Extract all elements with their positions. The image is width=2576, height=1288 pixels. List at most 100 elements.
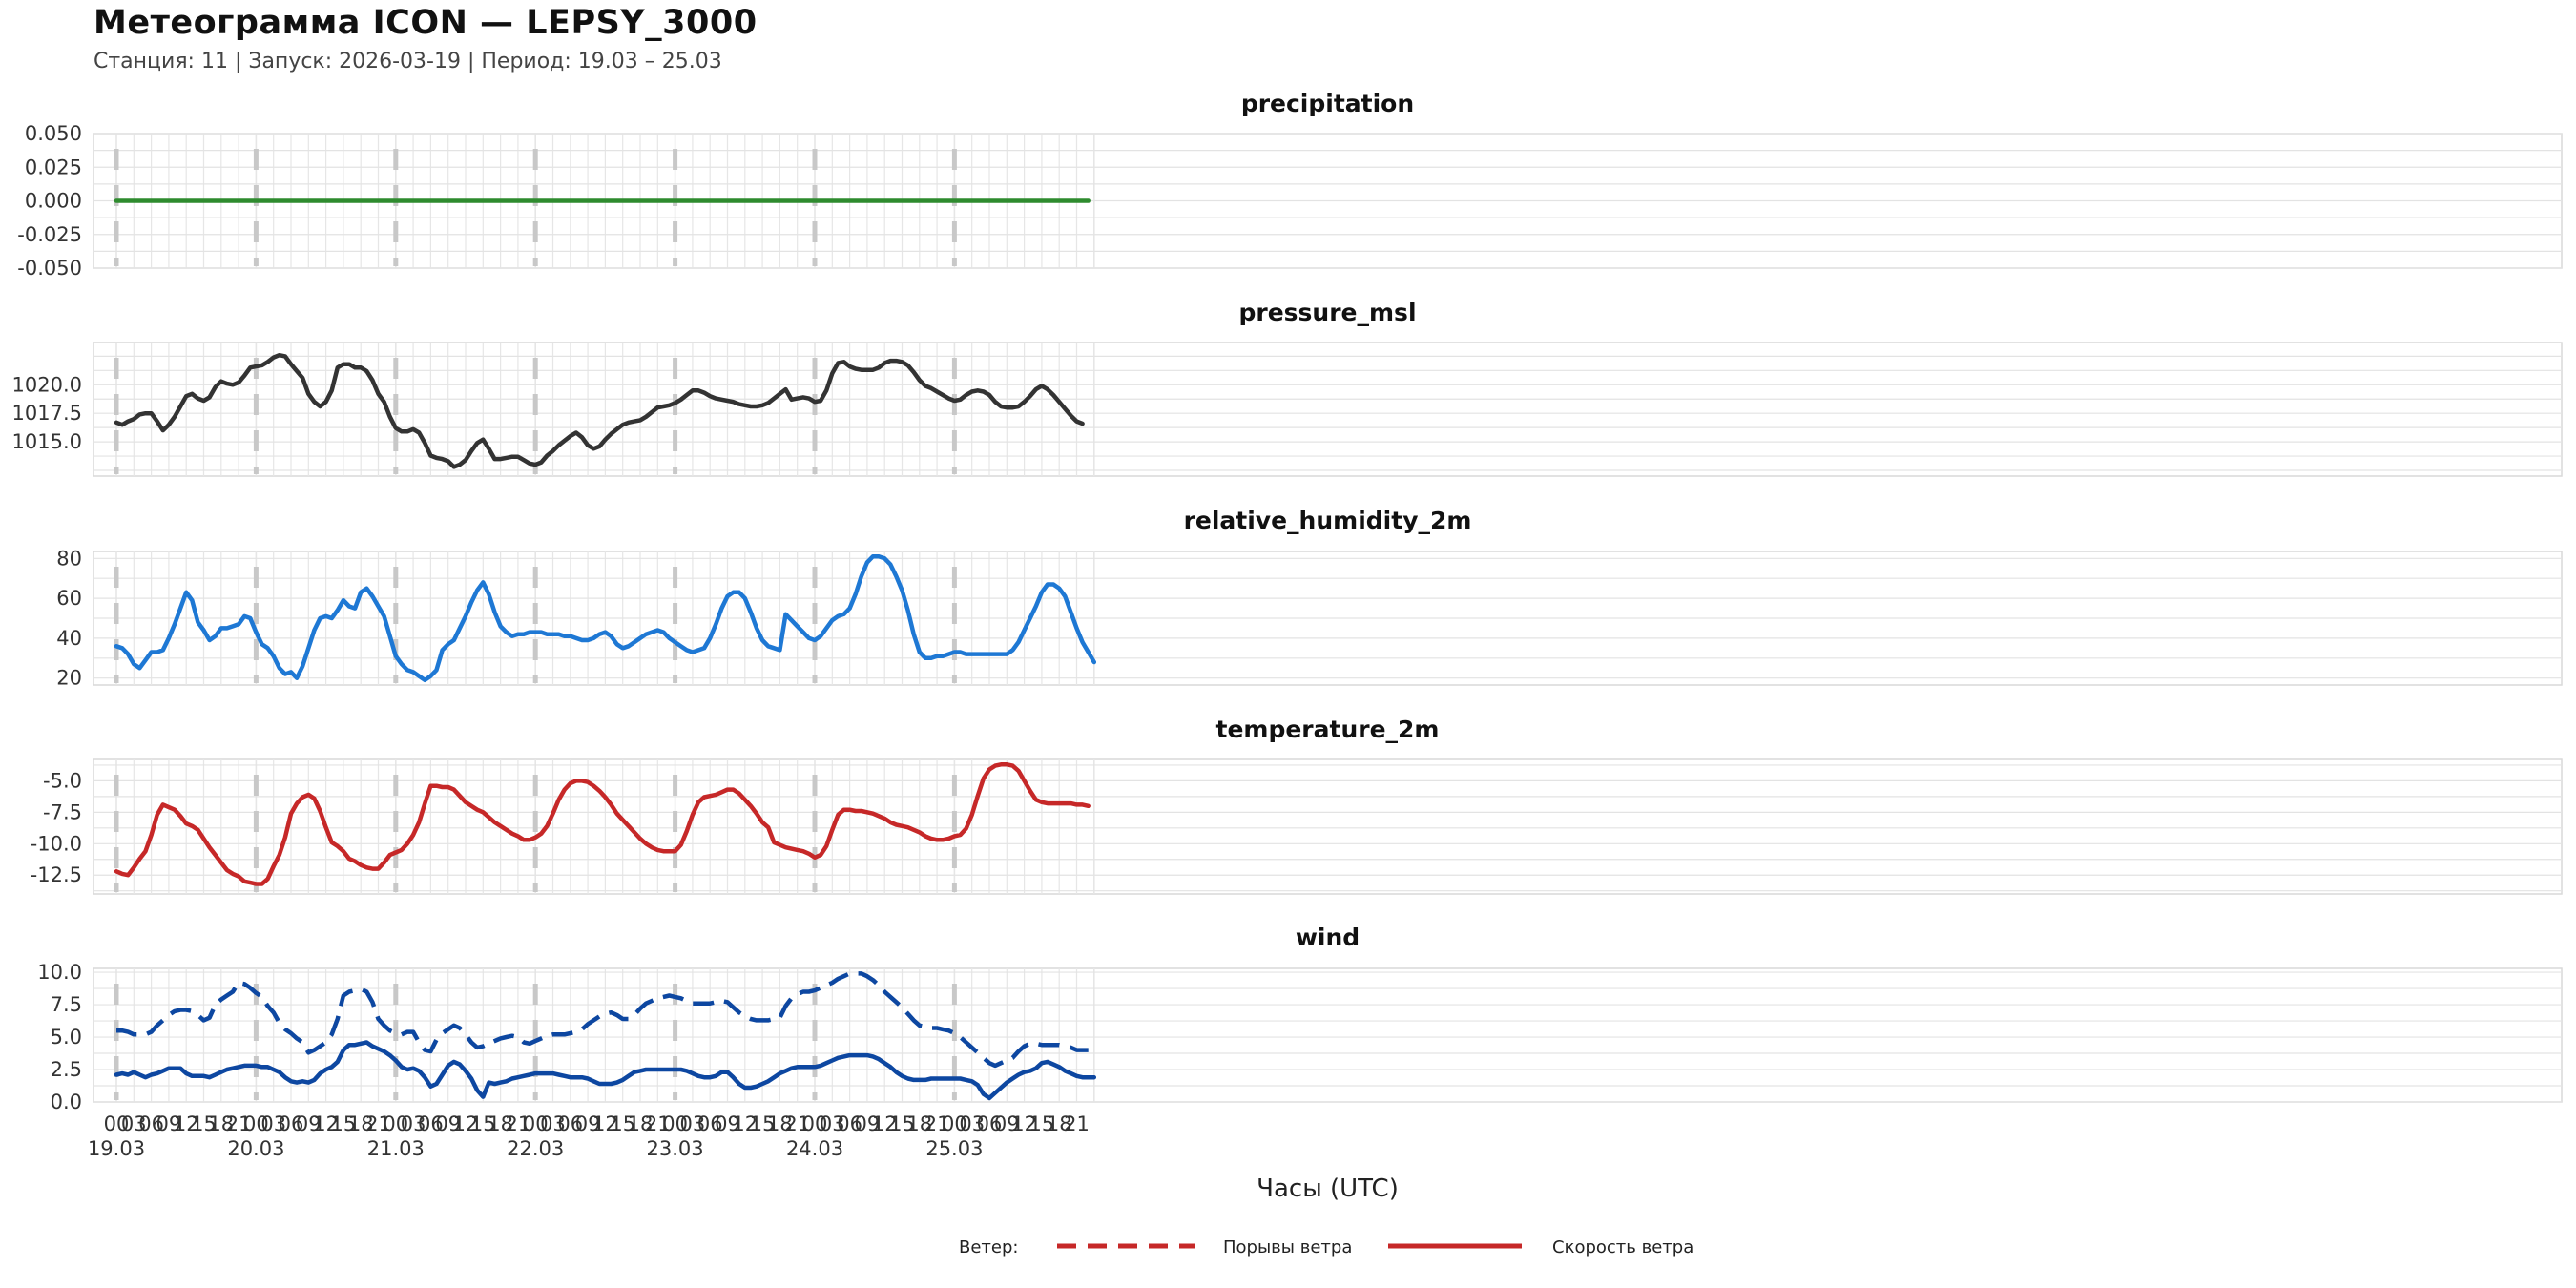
x-tick-hour: 09 (435, 1112, 461, 1135)
x-tick-date: 23.03 (647, 1137, 704, 1160)
y-tick-label: 2.5 (51, 1058, 82, 1081)
x-tick-hour: 21 (506, 1112, 531, 1135)
y-tick-label: 0.000 (25, 190, 82, 213)
x-tick-hour: 00 (802, 1112, 828, 1135)
x-tick-hour: 09 (994, 1112, 1020, 1135)
x-tick-hour: 03 (260, 1112, 286, 1135)
plot-area (93, 758, 2563, 895)
panel-title: pressure_msl (1238, 299, 1416, 326)
x-tick-hour: 09 (575, 1112, 601, 1135)
legend: Ветер: Порывы ветра Скорость ветра (959, 1237, 1693, 1257)
y-tick-label: 5.0 (51, 1026, 82, 1049)
x-tick-hour: 00 (662, 1112, 688, 1135)
y-tick-label: 0.0 (51, 1091, 82, 1113)
panel-relative_humidity_2m: 80 60 40 20 relative_humidity_2m (56, 507, 2563, 690)
x-tick-hour: 03 (959, 1112, 985, 1135)
x-tick-hour: 21 (1064, 1112, 1090, 1135)
y-tick-label: 1015.0 (12, 430, 82, 453)
x-axis-label: Часы (UTC) (1257, 1174, 1399, 1203)
x-tick-hour: 21 (365, 1112, 391, 1135)
x-tick-hour: 21 (645, 1112, 671, 1135)
y-tick-label: 1020.0 (12, 373, 82, 396)
y-tick-label: 10.0 (37, 961, 82, 984)
x-tick-hour: 12 (313, 1112, 339, 1135)
panel-pressure_msl: 1020.0 1017.5 1015.0 pressure_msl (12, 299, 2563, 477)
y-tick-label: 80 (56, 547, 82, 570)
x-tick-hour: 12 (592, 1112, 618, 1135)
x-tick-hour: 18 (906, 1112, 932, 1135)
page-subtitle: Станция: 11 | Запуск: 2026-03-19 | Перио… (93, 50, 722, 73)
x-tick-hour: 00 (383, 1112, 408, 1135)
x-tick-date: 22.03 (507, 1137, 564, 1160)
x-tick-hour: 03 (121, 1112, 147, 1135)
legend-label-gusts: Порывы ветра (1223, 1237, 1352, 1257)
series-line-relative_humidity_2m (114, 553, 1097, 683)
x-tick-date: 25.03 (925, 1137, 983, 1160)
x-tick-date: 20.03 (227, 1137, 284, 1160)
x-tick-hour: 15 (470, 1112, 496, 1135)
panel-wind: 10.0 7.5 5.0 2.5 0.0 wind (37, 924, 2563, 1113)
x-tick-hour: 18 (628, 1112, 654, 1135)
x-tick-hour: 09 (156, 1112, 182, 1135)
x-tick-hour: 03 (540, 1112, 566, 1135)
panel-title: relative_humidity_2m (1184, 507, 1472, 534)
x-tick-hour: 03 (680, 1112, 706, 1135)
x-tick-hour: 09 (296, 1112, 322, 1135)
x-tick-hour: 06 (279, 1112, 304, 1135)
page-title: Метеограмма ICON — LEPSY_3000 (93, 4, 758, 42)
x-tick-hour: 03 (401, 1112, 426, 1135)
x-tick-hour: 18 (767, 1112, 793, 1135)
panel-title: wind (1296, 924, 1360, 951)
x-tick-hour: 15 (610, 1112, 635, 1135)
x-tick-hour: 06 (418, 1112, 444, 1135)
x-tick-hour: 18 (1047, 1112, 1072, 1135)
x-tick-hour: 18 (488, 1112, 513, 1135)
y-tick-label: -12.5 (31, 863, 82, 886)
panel-title: temperature_2m (1216, 716, 1440, 743)
y-tick-label: 0.050 (25, 122, 82, 145)
series-line-temperature_2m (114, 762, 1091, 886)
panel-precipitation: 0.050 0.025 0.000 -0.025 -0.050 precipitation (17, 90, 2563, 280)
x-tick-hour: 12 (732, 1112, 758, 1135)
x-tick-hour: 06 (837, 1112, 862, 1135)
series-line-pressure_msl (114, 352, 1085, 469)
y-tick-label: -7.5 (43, 800, 82, 823)
x-tick-hour: 15 (1029, 1112, 1055, 1135)
x-tick-hour: 06 (977, 1112, 1003, 1135)
y-tick-label: 7.5 (51, 993, 82, 1016)
x-tick-hour: 00 (104, 1112, 130, 1135)
x-tick-hour: 00 (243, 1112, 269, 1135)
x-tick-hour: 09 (855, 1112, 881, 1135)
panel-title: precipitation (1241, 90, 1414, 117)
x-tick-date: 21.03 (367, 1137, 425, 1160)
y-tick-label: 0.025 (25, 156, 82, 178)
y-tick-label: 1017.5 (12, 402, 82, 425)
x-tick-date: 19.03 (88, 1137, 145, 1160)
panel-temperature_2m: -5.0 -7.5 -10.0 -12.5 temperature_2m (31, 716, 2563, 895)
series-line-Скорость-ветра (114, 1040, 1097, 1101)
x-tick-hour: 06 (697, 1112, 723, 1135)
x-tick-hour: 12 (174, 1112, 199, 1135)
x-tick-hour: 18 (348, 1112, 374, 1135)
x-tick-hour: 06 (138, 1112, 164, 1135)
x-tick-hour: 18 (208, 1112, 234, 1135)
y-tick-label: 40 (56, 627, 82, 650)
x-tick-hour: 15 (331, 1112, 357, 1135)
x-tick-hour: 21 (924, 1112, 950, 1135)
legend-title: Ветер: (959, 1237, 1018, 1257)
x-tick-hour: 21 (784, 1112, 810, 1135)
x-tick-hour: 09 (715, 1112, 740, 1135)
x-axis: 0019.03030609121518210020.03030609121518… (88, 1112, 1399, 1203)
x-tick-hour: 21 (226, 1112, 252, 1135)
x-tick-hour: 12 (872, 1112, 898, 1135)
legend-label-speed: Скорость ветра (1552, 1237, 1693, 1257)
x-tick-hour: 00 (942, 1112, 967, 1135)
y-tick-label: -5.0 (43, 769, 82, 792)
x-tick-hour: 03 (820, 1112, 845, 1135)
x-tick-hour: 12 (453, 1112, 479, 1135)
x-tick-hour: 12 (1011, 1112, 1037, 1135)
y-tick-label: 20 (56, 667, 82, 690)
y-tick-label: -0.025 (17, 223, 82, 246)
x-tick-hour: 15 (750, 1112, 776, 1135)
x-tick-hour: 00 (523, 1112, 549, 1135)
